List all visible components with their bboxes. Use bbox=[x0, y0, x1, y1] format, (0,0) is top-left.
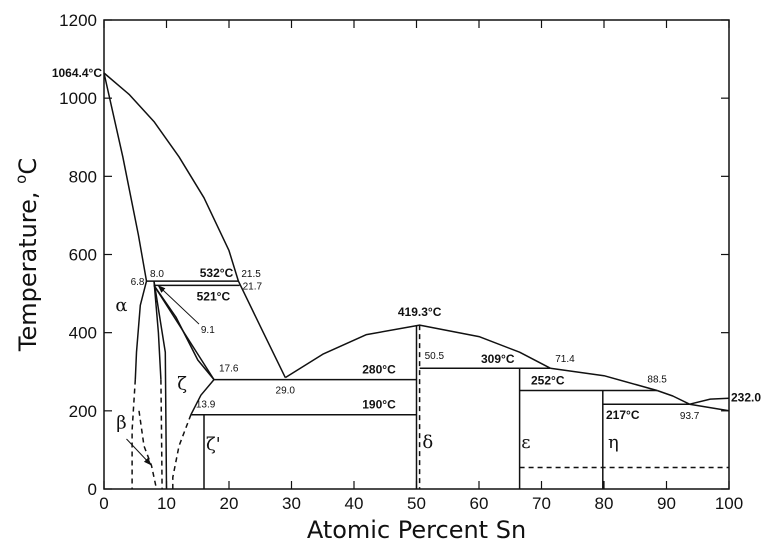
y-tick-label: 400 bbox=[69, 324, 97, 343]
x-tick-label: 100 bbox=[715, 494, 743, 513]
phase-boundary-line bbox=[104, 73, 147, 281]
annotation-label: 1064.4°C bbox=[52, 66, 103, 80]
annotation-label: 9.1 bbox=[201, 325, 215, 336]
y-tick-label: 800 bbox=[69, 167, 97, 186]
y-axis-title: Temperature, oC bbox=[12, 158, 42, 352]
phase-boundary-line bbox=[132, 380, 135, 489]
phase-boundary-line bbox=[690, 404, 729, 411]
phase-label: ζ' bbox=[206, 434, 221, 455]
phase-label: ζ bbox=[177, 373, 187, 394]
x-tick-label: 20 bbox=[220, 494, 239, 513]
y-tick-label: 1000 bbox=[59, 89, 97, 108]
phase-boundary-line bbox=[238, 281, 285, 378]
y-axis-title-unit: C bbox=[14, 158, 42, 175]
phase-boundary-line bbox=[173, 415, 191, 489]
annotation-label: 8.0 bbox=[150, 269, 164, 280]
annotation-label: 6.8 bbox=[131, 277, 145, 288]
x-tick-label: 30 bbox=[282, 494, 301, 513]
y-axis-title-main: Temperature, bbox=[14, 184, 42, 352]
annotation-label: 252°C bbox=[531, 374, 565, 388]
phase-label: δ bbox=[422, 432, 433, 453]
annotation-label: 29.0 bbox=[276, 386, 296, 397]
phase-boundary-line bbox=[550, 368, 657, 390]
x-axis-title: Atomic Percent Sn bbox=[307, 516, 526, 544]
x-tick-label: 0 bbox=[99, 494, 108, 513]
annotation-label: 217°C bbox=[606, 408, 640, 422]
annotation-label: 17.6 bbox=[219, 364, 239, 375]
x-tick-label: 70 bbox=[532, 494, 551, 513]
annotation-label: 232.0 bbox=[731, 390, 761, 404]
phase-boundary-line bbox=[139, 411, 157, 489]
annotation-label: 71.4 bbox=[555, 354, 575, 365]
annotation-label: 419.3°C bbox=[398, 305, 442, 319]
x-tick-label: 80 bbox=[595, 494, 614, 513]
y-tick-label: 200 bbox=[69, 402, 97, 421]
annotation-label: 21.7 bbox=[243, 281, 263, 292]
annotation-label: 309°C bbox=[481, 352, 515, 366]
x-tick-label: 90 bbox=[657, 494, 676, 513]
x-tick-label: 40 bbox=[345, 494, 364, 513]
annotation-label: 190°C bbox=[362, 398, 396, 412]
phase-boundary-line bbox=[161, 380, 162, 489]
annotation-label: 50.5 bbox=[425, 351, 445, 362]
phase-boundary-line bbox=[657, 391, 690, 405]
phase-boundary-line bbox=[104, 73, 238, 281]
phase-boundary-line bbox=[690, 398, 729, 404]
annotations: 1064.4°C 6.8 8.0 532°C 21.5 521°C 21.7 9.1 17.6 2… bbox=[52, 66, 762, 422]
annotation-label: 21.5 bbox=[241, 269, 261, 280]
y-tick-label: 600 bbox=[69, 246, 97, 265]
annotation-label: 93.7 bbox=[680, 411, 700, 422]
phase-label: β bbox=[116, 412, 126, 433]
x-tick-label: 60 bbox=[470, 494, 489, 513]
y-axis-title-degree: o bbox=[12, 175, 30, 184]
phase-label: η bbox=[608, 432, 619, 453]
phase-boundary-line bbox=[154, 281, 167, 489]
annotation-label: 521°C bbox=[197, 289, 231, 303]
phase-label: α bbox=[115, 295, 127, 316]
x-tick-label: 50 bbox=[407, 494, 426, 513]
phase-label: ε bbox=[521, 432, 530, 453]
phase-boundaries bbox=[104, 73, 729, 489]
pointer-arrow bbox=[158, 286, 199, 324]
plot-area: 0 10 20 30 40 50 60 70 80 90 100020040060080010001… bbox=[52, 11, 762, 513]
annotation-label: 13.9 bbox=[196, 400, 216, 411]
phase-boundary-line bbox=[135, 281, 146, 380]
x-tick-label: 10 bbox=[157, 494, 176, 513]
annotation-label: 532°C bbox=[200, 266, 234, 280]
y-tick-label: 1200 bbox=[59, 11, 97, 30]
annotation-label: 280°C bbox=[362, 363, 396, 377]
pointer-arrow bbox=[127, 439, 151, 465]
y-tick-label: 0 bbox=[88, 480, 97, 499]
annotation-label: 88.5 bbox=[647, 375, 667, 386]
